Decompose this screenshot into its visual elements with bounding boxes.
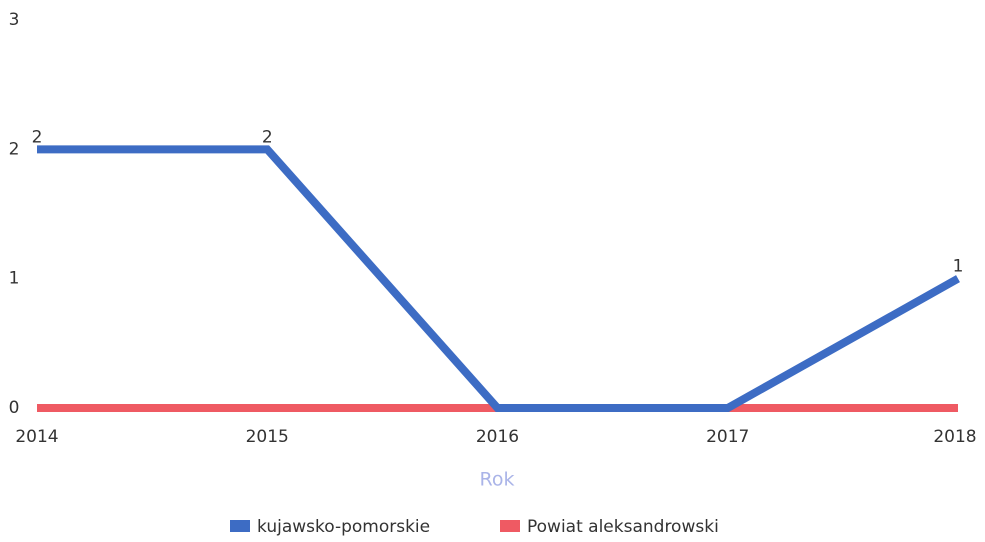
y-tick-label: 2 xyxy=(9,139,20,159)
legend-swatch xyxy=(500,520,520,532)
y-tick-label: 0 xyxy=(9,398,20,418)
y-tick-label: 3 xyxy=(9,10,20,30)
x-tick-label: 2016 xyxy=(476,427,519,447)
x-tick-label: 2017 xyxy=(706,427,749,447)
line xyxy=(37,145,960,412)
x-tick-label: 2018 xyxy=(933,427,976,447)
data-label: 2 xyxy=(262,127,273,147)
legend-label: Powiat aleksandrowski xyxy=(527,517,719,537)
x-tick-label: 2014 xyxy=(15,427,58,447)
data-label: 1 xyxy=(953,257,964,277)
legend-label: kujawsko-pomorskie xyxy=(257,517,430,537)
x-tick-label: 2015 xyxy=(246,427,289,447)
data-label: 2 xyxy=(32,127,43,147)
legend-swatch xyxy=(230,520,250,532)
x-axis-title: Rok xyxy=(480,469,515,491)
y-tick-label: 1 xyxy=(9,269,20,289)
